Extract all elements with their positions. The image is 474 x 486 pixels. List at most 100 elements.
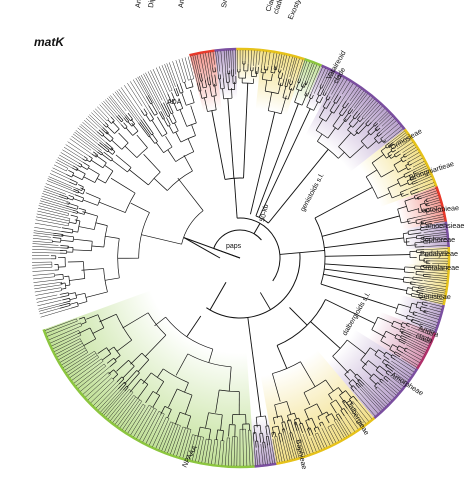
branch — [430, 265, 448, 267]
branch — [304, 83, 307, 88]
branch — [207, 52, 212, 76]
branch — [411, 295, 421, 299]
branch — [415, 169, 429, 176]
branch-arc — [77, 191, 80, 194]
branch — [274, 432, 277, 437]
branch — [66, 174, 72, 178]
branch — [413, 311, 418, 314]
branch — [278, 54, 283, 70]
branch — [415, 284, 446, 290]
branch — [81, 268, 104, 271]
branch — [327, 426, 337, 443]
branch — [201, 80, 204, 89]
branch — [186, 315, 202, 337]
branch — [400, 325, 406, 329]
branch-arc — [169, 90, 173, 92]
branch-arc — [103, 268, 108, 293]
branch — [396, 134, 408, 143]
branch — [72, 230, 78, 233]
branch — [360, 384, 385, 409]
branch-arc — [213, 229, 262, 249]
branch — [386, 144, 392, 149]
branch — [387, 182, 400, 189]
branch — [137, 359, 150, 372]
branch — [165, 117, 171, 126]
branch — [117, 381, 125, 390]
branch — [378, 133, 382, 137]
branch — [424, 299, 443, 305]
branch — [156, 67, 169, 95]
branch — [32, 252, 60, 254]
branch — [332, 114, 342, 127]
branch — [276, 345, 288, 369]
branch — [425, 216, 444, 221]
clade-tip-band — [433, 304, 445, 334]
branch — [82, 211, 98, 217]
branch — [231, 88, 233, 99]
branch — [98, 201, 126, 213]
branch — [319, 430, 328, 448]
branch — [37, 299, 62, 307]
branch — [376, 127, 381, 132]
branch — [286, 401, 292, 415]
branch — [332, 355, 349, 374]
branch — [338, 107, 345, 114]
branch — [365, 120, 370, 125]
branch-arc — [171, 99, 175, 102]
branch — [32, 273, 55, 276]
branch — [425, 198, 428, 200]
branch — [43, 188, 61, 195]
branch — [265, 436, 268, 446]
branch — [381, 116, 393, 127]
branch-arc — [272, 361, 301, 374]
branch — [390, 147, 395, 150]
branch — [282, 86, 287, 98]
branch — [375, 388, 390, 403]
branch — [341, 81, 351, 95]
branch — [91, 153, 97, 158]
branch — [305, 431, 314, 453]
branch — [142, 118, 154, 134]
branch — [69, 221, 76, 224]
branch — [68, 292, 76, 295]
branch — [408, 232, 422, 235]
branch — [210, 52, 213, 68]
branch — [385, 351, 392, 357]
branch — [377, 386, 392, 401]
branch — [271, 432, 273, 438]
branch — [396, 349, 404, 354]
branch — [321, 69, 329, 85]
branch — [286, 78, 290, 87]
branch — [40, 307, 72, 318]
branch-arc — [410, 293, 413, 297]
branch — [155, 418, 170, 449]
branch — [172, 100, 178, 111]
branch — [275, 65, 278, 70]
branch — [325, 111, 333, 122]
branch — [279, 440, 285, 462]
branch-arc — [85, 158, 88, 162]
branch — [103, 123, 107, 128]
branch — [104, 165, 114, 172]
branch — [32, 238, 53, 241]
branch — [59, 154, 78, 166]
branch — [68, 181, 77, 186]
branch — [299, 78, 302, 83]
branch — [247, 50, 249, 65]
clade-tip-band — [442, 290, 448, 306]
branch — [224, 437, 228, 466]
branch-arc — [113, 369, 119, 375]
branch — [428, 302, 443, 307]
branch — [32, 248, 63, 251]
branch-arc — [186, 102, 195, 106]
figure-title: matK — [34, 35, 65, 49]
branch — [167, 93, 172, 102]
branch-arc — [167, 115, 170, 117]
branch — [369, 378, 377, 385]
clade-tip-band — [337, 72, 406, 131]
branch — [335, 399, 343, 410]
clade-tip-band — [254, 462, 277, 468]
branch — [190, 89, 195, 103]
branch — [196, 54, 201, 73]
branch — [274, 436, 280, 463]
